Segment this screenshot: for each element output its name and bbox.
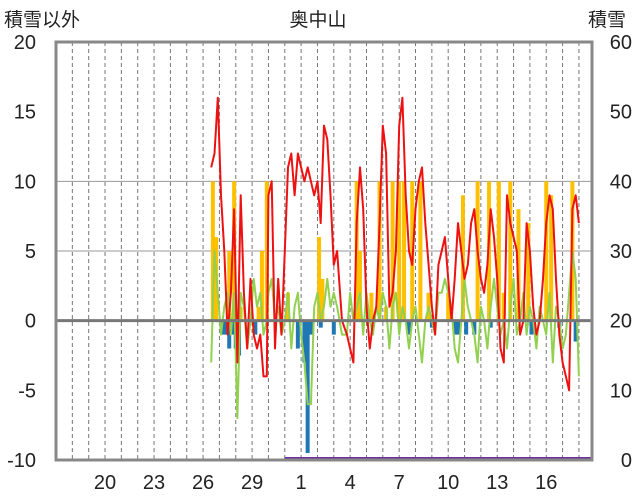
snowfall-bar: [472, 320, 477, 335]
snowfall-bar: [464, 320, 469, 335]
snowfall-bar: [331, 320, 336, 335]
precip-bar: [264, 181, 269, 321]
precip-bar: [369, 292, 374, 321]
snowfall-bar: [406, 320, 411, 335]
left-tick-label: 20: [14, 32, 36, 54]
precip-bar: [496, 181, 501, 321]
left-tick-label: -5: [18, 380, 36, 402]
precip-bar: [549, 195, 554, 321]
snowfall-bar: [295, 320, 300, 349]
precip-bar: [446, 292, 451, 321]
snowfall-bar: [573, 320, 578, 342]
precip-bar: [210, 181, 215, 321]
x-tick-label: 4: [345, 472, 356, 494]
precip-bar: [259, 251, 264, 321]
snowfall-bar: [308, 320, 313, 335]
x-tick-label: 20: [94, 472, 116, 494]
precip-bar: [402, 181, 407, 321]
snowfall-bar: [302, 320, 307, 363]
right-axis-label: 積雪: [588, 9, 626, 31]
precip-bar: [508, 181, 513, 321]
snowfall-bar: [318, 320, 323, 328]
x-tick-label: 16: [535, 472, 557, 494]
precip-bar: [544, 181, 549, 321]
snowfall-bar: [253, 320, 258, 335]
left-tick-label: -10: [7, 450, 36, 472]
x-tick-label: 29: [241, 472, 263, 494]
precip-bar: [320, 278, 325, 321]
temp-line: [210, 96, 580, 392]
left-tick-label: 5: [25, 241, 36, 263]
precip-bar: [357, 251, 362, 321]
x-tick-label: 23: [143, 472, 165, 494]
snowfall-bar: [227, 320, 232, 349]
snowfall-bar: [529, 320, 534, 335]
x-tick-label: 7: [394, 472, 405, 494]
left-tick-label: 0: [25, 311, 36, 333]
precip-bar: [418, 181, 423, 321]
precip-bar: [397, 181, 402, 321]
right-tick-label: 20: [610, 311, 632, 333]
precip-bar: [256, 306, 261, 321]
plot-frame: [54, 40, 594, 462]
precip-bar: [377, 181, 382, 321]
right-tick-label: 0: [621, 450, 632, 472]
snowfall-bar: [230, 320, 235, 335]
grid: [56, 42, 592, 460]
precip-bar: [516, 209, 521, 321]
x-tick-label: 10: [437, 472, 459, 494]
right-tick-label: 40: [610, 171, 632, 193]
axes: [54, 40, 594, 462]
right-tick-label: 60: [610, 32, 632, 54]
x-tick-label: 13: [486, 472, 508, 494]
left-tick-label: 15: [14, 102, 36, 124]
right-tick-label: 30: [610, 241, 632, 263]
snowfall-bar: [456, 320, 460, 335]
right-tick-label: 10: [610, 380, 632, 402]
precip-bar: [501, 292, 506, 321]
x-tick-label: 26: [192, 472, 214, 494]
precip-bar: [317, 237, 322, 321]
left-tick-label: 10: [14, 171, 36, 193]
precip-bar: [227, 251, 232, 321]
snowfall-bar: [305, 320, 310, 454]
snowfall-bar: [452, 320, 457, 335]
snowfall-bar: [223, 320, 228, 335]
x-tick-label: 1: [296, 472, 307, 494]
precip-bar: [390, 181, 395, 321]
left-axis-label: 積雪以外: [4, 9, 80, 31]
chart-title: 奥中山: [289, 9, 346, 31]
snowfall-bar: [488, 320, 493, 328]
change-line: [210, 250, 580, 420]
line-series: [210, 96, 580, 420]
precip-bar: [526, 223, 531, 321]
right-tick-label: 50: [610, 102, 632, 124]
